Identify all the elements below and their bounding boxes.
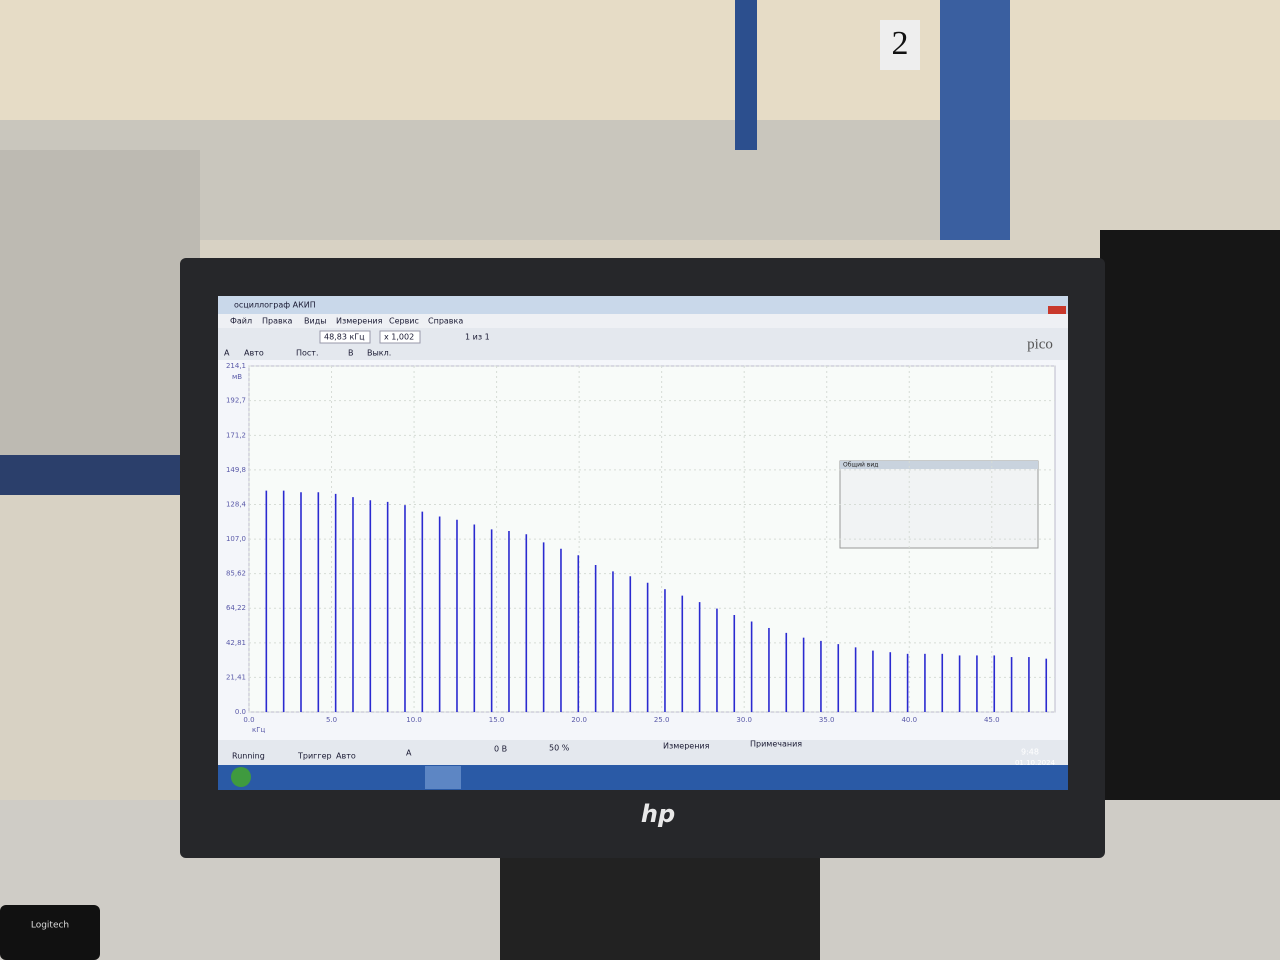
logo: pico (1027, 336, 1053, 352)
channel-bar (218, 346, 1068, 360)
channel-b: B (348, 349, 354, 358)
range-b[interactable]: Выкл. (367, 349, 391, 358)
y-unit: мВ (232, 373, 242, 381)
x-tick-label: 25.0 (654, 716, 670, 724)
monitor-brand: hp (641, 800, 675, 828)
x-tick-label: 20.0 (571, 716, 587, 724)
label-plate (880, 20, 920, 70)
measurements[interactable]: Измерения (663, 742, 710, 751)
notes[interactable]: Примечания (750, 740, 802, 749)
shelf-number: 2 (892, 25, 909, 62)
trigger-level[interactable]: 0 В (494, 745, 507, 754)
y-tick-label: 171,2 (226, 431, 246, 439)
span-box[interactable] (319, 330, 371, 344)
coupling-a[interactable]: Пост. (296, 349, 319, 358)
channel-a: A (224, 349, 230, 358)
taskbar (218, 765, 1068, 790)
start-button[interactable] (231, 767, 251, 787)
window-title: осциллограф АКИП (234, 301, 316, 310)
active-app[interactable] (425, 766, 461, 789)
upper-shelf (0, 0, 1280, 120)
post (735, 0, 757, 150)
y-tick-label: 149,8 (226, 466, 246, 474)
x-tick-label: 35.0 (819, 716, 835, 724)
y-tick-label: 42,81 (226, 639, 246, 647)
printer (0, 150, 200, 480)
x-tick-label: 15.0 (489, 716, 505, 724)
menu-item[interactable]: Измерения (336, 317, 383, 326)
mouse-box (0, 905, 100, 960)
x-tick-label: 45.0 (984, 716, 1000, 724)
clock-time: 9:48 (1021, 748, 1039, 757)
menu-bar (218, 314, 1068, 328)
zoom-box[interactable] (379, 330, 421, 344)
toolbar (218, 328, 1068, 346)
run-state: Running (232, 752, 265, 761)
range-a[interactable]: Авто (244, 349, 264, 358)
y-tick-label: 64,22 (226, 604, 246, 612)
x-tick-label: 30.0 (736, 716, 752, 724)
x-tick-label: 0.0 (243, 716, 254, 724)
trigger-mode[interactable]: Авто (336, 752, 356, 761)
clock-date: 01.10.2024 (1015, 759, 1056, 767)
inset-title-bar (840, 461, 1038, 469)
title-bar (218, 296, 1068, 314)
y-tick-label: 85,62 (226, 570, 246, 578)
menu-item[interactable]: Виды (304, 317, 327, 326)
menu-item[interactable]: Сервис (389, 317, 419, 326)
x-tick-label: 5.0 (326, 716, 337, 724)
menu-item[interactable]: Правка (262, 317, 293, 326)
mouse-brand: Logitech (31, 921, 69, 931)
status-bar (218, 740, 1068, 765)
y-tick-label: 0.0 (235, 708, 246, 716)
span: 48,83 кГц (324, 333, 365, 342)
y-tick-label: 128,4 (226, 500, 247, 508)
buffer: 1 из 1 (465, 333, 490, 342)
trigger-position[interactable]: 50 % (549, 744, 570, 753)
zoom: x 1,002 (384, 333, 414, 342)
menu-item[interactable]: Справка (428, 317, 463, 326)
close-button[interactable] (1048, 306, 1066, 316)
x-unit: кГц (252, 726, 265, 734)
y-tick-label: 21,41 (226, 673, 246, 681)
y-tick-label: 214,1 (226, 362, 246, 370)
x-tick-label: 40.0 (901, 716, 917, 724)
rail (0, 455, 185, 495)
monitor-stand (500, 845, 820, 960)
y-tick-label: 107,0 (226, 535, 246, 543)
post (940, 0, 1010, 240)
y-tick-label: 192,7 (226, 397, 246, 405)
menu-item[interactable]: Файл (230, 317, 252, 326)
x-tick-label: 10.0 (406, 716, 422, 724)
inset-title: Общий вид (843, 462, 878, 469)
trigger-source[interactable]: A (406, 749, 412, 758)
trigger: Триггер (297, 752, 332, 761)
